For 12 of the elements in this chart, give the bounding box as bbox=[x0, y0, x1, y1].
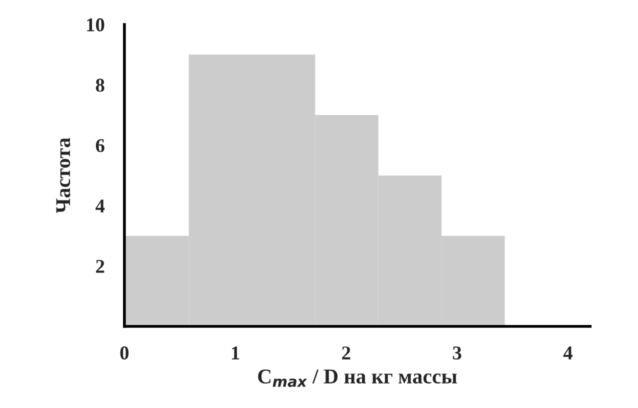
y-tick-label: 6 bbox=[96, 139, 104, 152]
y-tick-label: 2 bbox=[96, 260, 104, 273]
x-tick-label: 3 bbox=[452, 346, 462, 360]
x-tick-label: 2 bbox=[342, 346, 350, 360]
y-axis-title: Частота bbox=[56, 138, 70, 214]
x-tick-label: 4 bbox=[563, 346, 572, 360]
x-tick-label: 0 bbox=[120, 346, 129, 360]
y-tick-label: 4 bbox=[96, 200, 105, 212]
x-tick-label: 1 bbox=[232, 346, 240, 360]
y-tick-label: 8 bbox=[96, 78, 104, 92]
x-axis-title: C$_{max}$ / D на кг массы bbox=[258, 370, 457, 387]
y-tick-label: 10 bbox=[87, 18, 104, 32]
